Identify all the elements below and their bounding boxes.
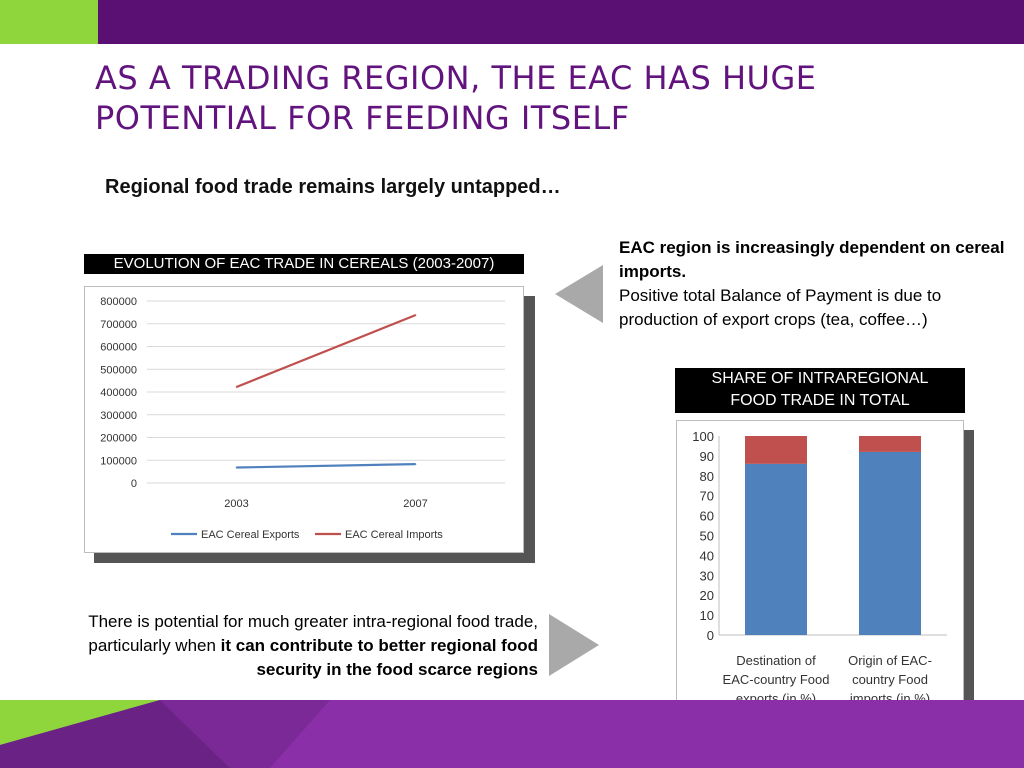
- y-tick-label: 500000: [100, 364, 137, 376]
- y-tick-label: 100: [692, 429, 714, 444]
- legend-label: EAC Cereal Exports: [201, 529, 300, 541]
- bottom-text-bold: it can contribute to better regional foo…: [220, 636, 538, 679]
- footer-decoration: [0, 700, 1024, 768]
- y-tick-label: 30: [700, 568, 714, 583]
- slide-title: AS A TRADING REGION, THE EAC HAS HUGE PO…: [95, 58, 975, 138]
- data-point: [414, 463, 417, 465]
- slide-title-line2: POTENTIAL FOR FEEDING ITSELF: [95, 99, 630, 137]
- right-pointing-arrow-icon: [549, 614, 599, 676]
- line-chart-header: EVOLUTION OF EAC TRADE IN CEREALS (2003-…: [84, 254, 524, 274]
- y-tick-label: 50: [700, 529, 714, 544]
- bar-chart-header-line1: SHARE OF INTRAREGIONAL: [711, 370, 929, 387]
- bottom-text-block: There is potential for much greater intr…: [60, 610, 538, 682]
- y-tick-label: 600000: [100, 342, 137, 354]
- left-pointing-arrow-icon: [555, 265, 603, 323]
- line-chart-card: 800000 700000 600000 500000 400000 300000 2000…: [84, 286, 524, 553]
- y-tick-label: 400000: [100, 387, 137, 399]
- bar-chart-header-line2: FOOD TRADE IN TOTAL: [730, 392, 910, 409]
- slide-title-line1: AS A TRADING REGION, THE EAC HAS HUGE: [95, 59, 817, 97]
- series-line-exports: [236, 463, 416, 469]
- y-tick-label: 90: [700, 449, 714, 464]
- y-tick-label: 10: [700, 608, 714, 623]
- right-text-block: EAC region is increasingly dependent on …: [619, 236, 1019, 332]
- data-point: [414, 314, 417, 316]
- bar-segment-other: [859, 451, 921, 635]
- top-accent-green: [0, 0, 98, 44]
- y-tick-label: 80: [700, 469, 714, 484]
- bar-chart-card: 100 90 80 70 60 50 40 30 20 10 0 Destination of EAC-…: [676, 420, 964, 749]
- slide-subtitle: Regional food trade remains largely unta…: [105, 176, 561, 198]
- y-tick-label: 60: [700, 509, 714, 524]
- x-tick-label: 2003: [224, 498, 248, 510]
- x-category-label: Origin of EAC-: [848, 653, 932, 668]
- bar-segment-eac: [859, 436, 921, 452]
- y-tick-label: 100000: [100, 455, 137, 467]
- x-tick-label: 2007: [403, 498, 427, 510]
- y-tick-label: 0: [707, 628, 714, 643]
- data-point: [235, 386, 238, 388]
- line-chart: 800000 700000 600000 500000 400000 300000 2000…: [100, 296, 505, 541]
- x-category-label: Destination of: [736, 653, 816, 668]
- bottom-text-normal: There is potential for much greater intr…: [88, 612, 538, 655]
- y-tick-label: 40: [700, 548, 714, 563]
- x-category-label: EAC-country Food: [723, 672, 830, 687]
- y-tick-label: 300000: [100, 410, 137, 422]
- y-tick-label: 700000: [100, 319, 137, 331]
- legend-label: EAC Cereal Imports: [345, 529, 443, 541]
- y-tick-label: 800000: [100, 296, 137, 308]
- right-text-bold: EAC region is increasingly dependent on …: [619, 238, 1005, 281]
- right-text-normal: Positive total Balance of Payment is due…: [619, 286, 942, 329]
- data-point: [235, 466, 238, 469]
- x-category-label: country Food: [852, 672, 928, 687]
- y-tick-label: 200000: [100, 433, 137, 445]
- bar-chart-header: SHARE OF INTRAREGIONAL FOOD TRADE IN TOT…: [675, 368, 965, 413]
- y-tick-label: 20: [700, 588, 714, 603]
- y-tick-label: 0: [131, 478, 137, 490]
- top-accent-purple: [98, 0, 1024, 44]
- series-line-imports: [236, 314, 416, 389]
- y-tick-label: 70: [700, 489, 714, 504]
- bar-segment-eac: [745, 436, 807, 464]
- bar-segment-other: [745, 463, 807, 635]
